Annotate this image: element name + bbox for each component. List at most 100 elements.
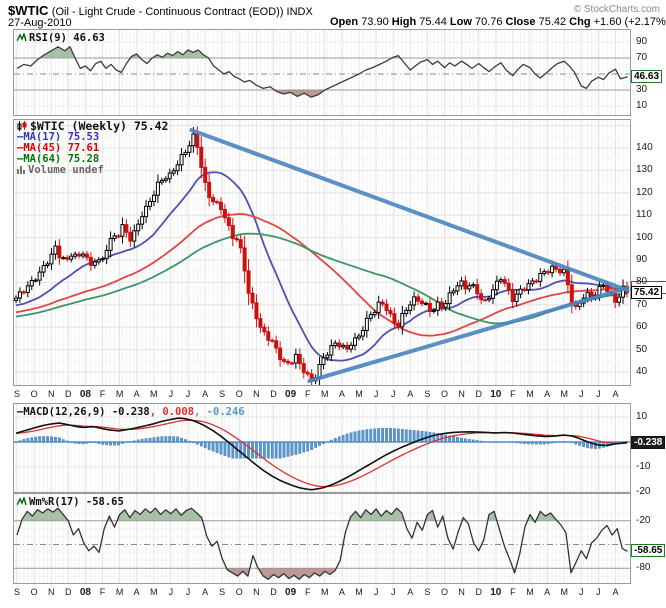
x-axis-label: S xyxy=(219,389,226,399)
ohlc-quote: Open 73.90 High 75.44 Low 70.76 Close 75… xyxy=(330,16,666,28)
x-axis-label: A xyxy=(133,389,140,399)
x-axis-label: M xyxy=(526,389,534,399)
x-axis-label: J xyxy=(390,389,396,399)
x-axis-label: J xyxy=(373,389,379,399)
x-axis-label: O xyxy=(440,587,448,597)
y-axis-tick: 40 xyxy=(636,366,648,377)
x-axis-label: D xyxy=(270,587,277,597)
ma17-label: MA(17) 75.53 xyxy=(23,131,100,143)
ma45-legend: —MA(45) 77.61 xyxy=(17,143,168,154)
x-axis-label: D xyxy=(65,389,72,399)
x-axis-label: A xyxy=(544,389,551,399)
x-axis-label: S xyxy=(13,587,20,597)
price-plot xyxy=(13,119,631,386)
x-axis-label: D xyxy=(65,587,72,597)
x-axis-label: F xyxy=(304,587,311,597)
y-axis-tick: 70 xyxy=(636,52,648,63)
x-axis-label: S xyxy=(424,389,431,399)
y-axis-tick: -20 xyxy=(636,514,651,526)
chg-value: +1.60 (+2.17%) xyxy=(593,16,666,28)
price-legend: $WTIC (Weekly) 75.42 —MA(17) 75.53 —MA(4… xyxy=(17,120,168,176)
x-axis-label: A xyxy=(544,587,551,597)
ma64-swatch: — xyxy=(17,153,24,165)
low-value: 70.76 xyxy=(474,16,503,28)
williams-r-legend-label: Wm%R(17) -58.65 xyxy=(29,496,124,508)
y-axis-tick: 130 xyxy=(636,164,653,176)
y-axis-tick: -10 xyxy=(636,461,651,472)
price-value-badge: 75.42 xyxy=(631,285,663,299)
ma64-label: MA(64) 75.28 xyxy=(23,153,100,165)
williams-r-legend: Wm%R(17) -58.65 xyxy=(16,495,124,509)
x-axis-label: N xyxy=(47,389,55,399)
rsi-legend-label: RSI(9) 46.63 xyxy=(29,32,105,44)
open-label: Open xyxy=(330,16,359,28)
x-axis-label: S xyxy=(424,587,431,597)
x-axis-label: J xyxy=(373,587,379,597)
x-axis-label: J xyxy=(596,587,601,597)
x-axis-label: 08 xyxy=(79,587,91,598)
x-axis-label: J xyxy=(185,587,191,597)
y-axis-tick: 100 xyxy=(636,231,653,243)
chart-date: 27-Aug-2010 xyxy=(8,17,72,29)
low-label: Low xyxy=(449,16,472,28)
x-axis-label: N xyxy=(253,587,260,597)
x-axis-label: A xyxy=(338,587,345,597)
x-axis-label: 10 xyxy=(490,587,502,598)
y-axis-tick: 70 xyxy=(636,298,648,310)
x-axis-label: M xyxy=(150,587,158,597)
x-axis-label: D xyxy=(475,587,482,597)
x-axis-label: A xyxy=(407,587,414,597)
ma17-legend: —MA(17) 75.53 xyxy=(17,132,168,143)
y-axis-tick: 140 xyxy=(636,142,653,153)
x-axis-label: J xyxy=(168,587,174,597)
x-axis-label: M xyxy=(321,587,329,597)
x-axis-label: M xyxy=(115,389,124,399)
indicator-icon xyxy=(16,495,27,509)
close-label: Close xyxy=(505,16,536,28)
macd-plot xyxy=(13,403,631,493)
ticker-symbol: $WTIC xyxy=(8,3,49,18)
x-axis-label: F xyxy=(99,389,106,399)
y-axis-tick: 10 xyxy=(636,411,648,422)
chg-label: Chg xyxy=(569,16,591,28)
x-axis-label: F xyxy=(510,389,516,399)
x-axis-label: S xyxy=(219,587,226,597)
x-axis-label: M xyxy=(355,587,363,597)
x-axis-label: O xyxy=(440,389,448,399)
x-axis-label: O xyxy=(235,389,243,399)
y-axis-tick: 90 xyxy=(636,36,648,47)
williams-r-value-badge: -58.65 xyxy=(631,544,666,558)
y-axis-tick: 80 xyxy=(636,276,648,288)
williams-r-plot xyxy=(13,493,631,584)
y-axis-tick: -20 xyxy=(636,486,651,497)
volume-legend: Volume undef xyxy=(17,165,168,176)
y-axis-tick: 60 xyxy=(636,321,648,333)
x-axis-label: M xyxy=(526,587,534,597)
stockcharts-credit: © StockCharts.com xyxy=(573,4,660,15)
price-legend-title-row: $WTIC (Weekly) 75.42 xyxy=(17,120,168,133)
chart-header: $WTIC (Oil - Light Crude - Continuous Co… xyxy=(8,3,313,18)
y-axis-tick: 120 xyxy=(636,186,653,198)
macd-histogram-value: , -0.246 xyxy=(194,406,245,418)
x-axis-label: A xyxy=(612,587,619,597)
x-axis-label: A xyxy=(202,389,209,399)
x-axis-label: 10 xyxy=(490,389,502,400)
x-axis-label: M xyxy=(355,389,363,399)
candlestick-icon xyxy=(17,121,28,133)
volume-label: Volume undef xyxy=(28,164,104,176)
x-axis-label: A xyxy=(338,389,345,399)
rsi-plot xyxy=(13,29,631,116)
x-axis-label: F xyxy=(304,389,311,399)
x-axis-label: M xyxy=(115,587,124,597)
x-axis-label: F xyxy=(99,587,106,597)
x-axis-label: 08 xyxy=(79,389,91,400)
close-value: 75.42 xyxy=(538,16,567,28)
x-axis-label: A xyxy=(612,389,619,399)
x-axis-label: M xyxy=(321,389,329,399)
x-axis-label: 09 xyxy=(285,587,297,598)
y-axis-tick: -80 xyxy=(636,562,651,574)
x-axis-label: F xyxy=(510,587,516,597)
macd-legend: —MACD(12,26,9) -0.238, 0.008, -0.246 xyxy=(17,406,245,418)
x-axis-label: J xyxy=(168,389,174,399)
